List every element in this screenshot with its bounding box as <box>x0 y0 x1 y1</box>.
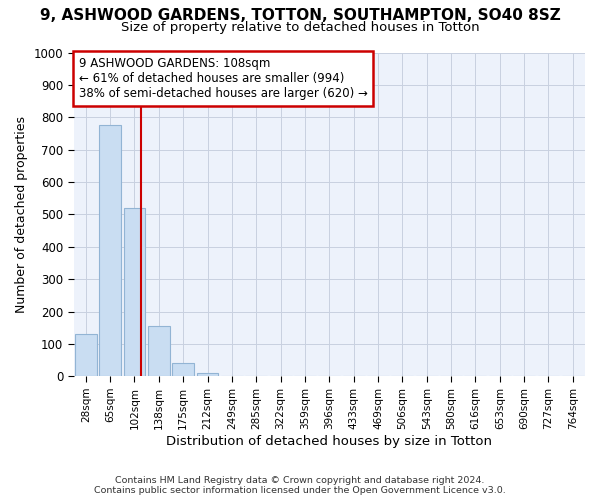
Y-axis label: Number of detached properties: Number of detached properties <box>15 116 28 313</box>
Bar <box>99 126 121 376</box>
Text: 9, ASHWOOD GARDENS, TOTTON, SOUTHAMPTON, SO40 8SZ: 9, ASHWOOD GARDENS, TOTTON, SOUTHAMPTON,… <box>40 8 560 22</box>
X-axis label: Distribution of detached houses by size in Totton: Distribution of detached houses by size … <box>166 434 492 448</box>
Bar <box>148 326 170 376</box>
Bar <box>75 334 97 376</box>
Text: Size of property relative to detached houses in Totton: Size of property relative to detached ho… <box>121 21 479 34</box>
Bar <box>124 208 145 376</box>
Text: Contains HM Land Registry data © Crown copyright and database right 2024.
Contai: Contains HM Land Registry data © Crown c… <box>94 476 506 495</box>
Bar <box>197 373 218 376</box>
Bar <box>172 364 194 376</box>
Text: 9 ASHWOOD GARDENS: 108sqm
← 61% of detached houses are smaller (994)
38% of semi: 9 ASHWOOD GARDENS: 108sqm ← 61% of detac… <box>79 58 368 100</box>
